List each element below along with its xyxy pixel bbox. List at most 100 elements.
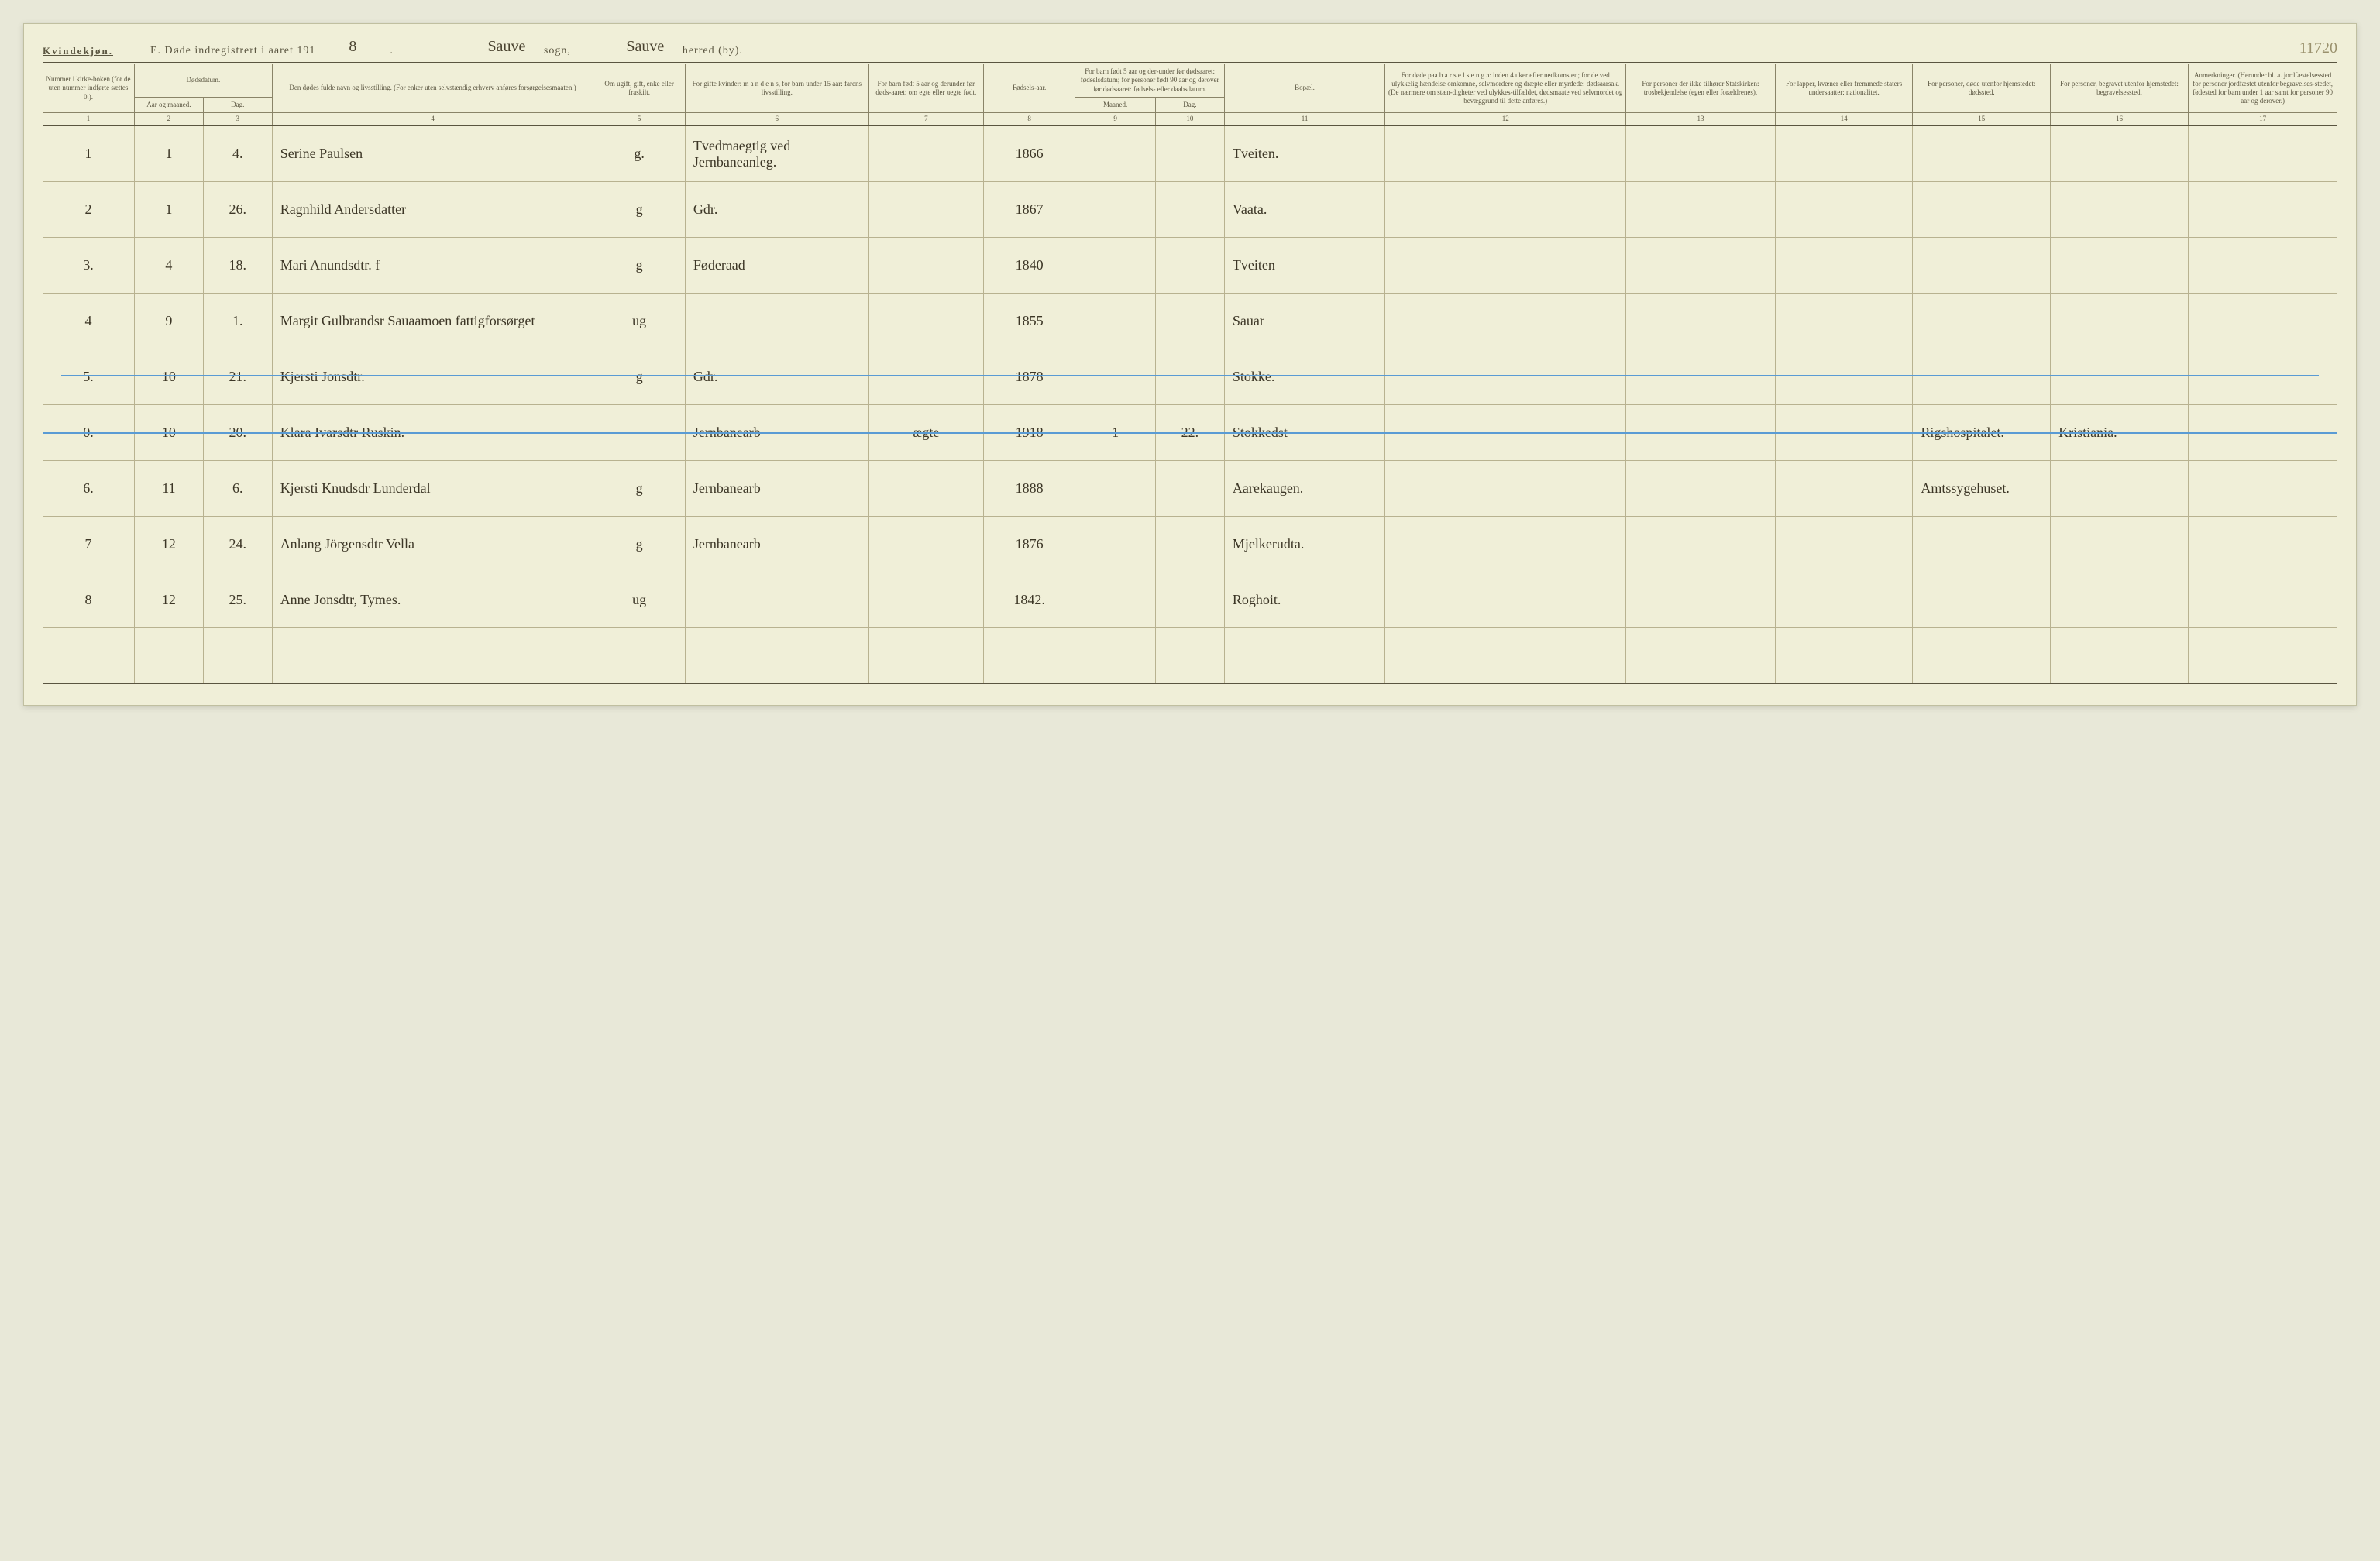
cell-nat bbox=[1775, 460, 1913, 516]
cell-bd bbox=[1156, 125, 1225, 181]
cell-place: Sauar bbox=[1224, 293, 1384, 349]
table-wrap: Nummer i kirke-boken (for de uten nummer… bbox=[43, 64, 2337, 686]
table-row: 81225.Anne Jonsdtr, Tymes.ug1842.Roghoit… bbox=[43, 572, 2337, 627]
cell-m: 9 bbox=[134, 293, 203, 349]
cell-n: 1 bbox=[43, 125, 134, 181]
cell-nat bbox=[1775, 293, 1913, 349]
col-num-13: 13 bbox=[1626, 113, 1776, 126]
herred-label: herred (by). bbox=[683, 45, 743, 57]
cell-leg bbox=[868, 237, 983, 293]
cell-place: Stokke. bbox=[1224, 349, 1384, 404]
cell-stat: g bbox=[593, 460, 685, 516]
cell-bm bbox=[1075, 293, 1156, 349]
table-row: 71224.Anlang Jörgensdtr VellagJernbanear… bbox=[43, 516, 2337, 572]
col-num-4: 4 bbox=[272, 113, 593, 126]
table-row: 3.418.Mari Anundsdtr. fgFøderaad1840Tvei… bbox=[43, 237, 2337, 293]
cell-rel bbox=[1626, 181, 1776, 237]
table-row bbox=[43, 627, 2337, 683]
col-num-17: 17 bbox=[2188, 113, 2337, 126]
col-num-7: 7 bbox=[868, 113, 983, 126]
cell-rel bbox=[1626, 349, 1776, 404]
cell-bd bbox=[1156, 627, 1225, 683]
cell-leg bbox=[868, 460, 983, 516]
cell-year: 1878 bbox=[983, 349, 1075, 404]
cell-spouse: Føderaad bbox=[685, 237, 868, 293]
cell-bm bbox=[1075, 181, 1156, 237]
table-row: 114.Serine Paulseng.Tvedmaegtig ved Jern… bbox=[43, 125, 2337, 181]
col-num-12: 12 bbox=[1385, 113, 1626, 126]
cell-cause bbox=[1385, 237, 1626, 293]
cell-bur bbox=[2051, 627, 2189, 683]
cell-dst bbox=[1913, 349, 2051, 404]
sogn-value: Sauve bbox=[476, 38, 538, 57]
cell-rel bbox=[1626, 572, 1776, 627]
cell-stat: g bbox=[593, 181, 685, 237]
col-7-header: For barn født 5 aar og derunder før døds… bbox=[868, 64, 983, 113]
col-9-10-group: For barn født 5 aar og der-under før død… bbox=[1075, 64, 1225, 97]
gender-label: Kvindekjøn. bbox=[43, 45, 113, 57]
col-num-1: 1 bbox=[43, 113, 134, 126]
table-row: 2126.Ragnhild AndersdattergGdr.1867Vaata… bbox=[43, 181, 2337, 237]
cell-year: 1866 bbox=[983, 125, 1075, 181]
cell-spouse: Jernbanearb bbox=[685, 460, 868, 516]
col-10-header: Dag. bbox=[1156, 97, 1225, 112]
cell-dst bbox=[1913, 237, 2051, 293]
cell-bd bbox=[1156, 349, 1225, 404]
col-5-header: Om ugift, gift, enke eller fraskilt. bbox=[593, 64, 685, 113]
cell-bd bbox=[1156, 516, 1225, 572]
cell-n: 3. bbox=[43, 237, 134, 293]
cell-cause bbox=[1385, 349, 1626, 404]
col-2-3-group: Dødsdatum. bbox=[134, 64, 272, 97]
col-3-header: Dag. bbox=[203, 97, 272, 112]
table-head: Nummer i kirke-boken (for de uten nummer… bbox=[43, 64, 2337, 125]
cell-place: Roghoit. bbox=[1224, 572, 1384, 627]
table-row: 491.Margit Gulbrandsr Sauaamoen fattigfo… bbox=[43, 293, 2337, 349]
cell-n: 4 bbox=[43, 293, 134, 349]
cell-bur bbox=[2051, 293, 2189, 349]
cell-year: 1842. bbox=[983, 572, 1075, 627]
cell-m: 11 bbox=[134, 460, 203, 516]
cell-name: Anne Jonsdtr, Tymes. bbox=[272, 572, 593, 627]
cell-bur bbox=[2051, 181, 2189, 237]
col-6-header: For gifte kvinder: m a n d e n s, for ba… bbox=[685, 64, 868, 113]
cell-d: 25. bbox=[203, 572, 272, 627]
col-num-15: 15 bbox=[1913, 113, 2051, 126]
table-footer-rule bbox=[43, 683, 2337, 686]
col-15-header: For personer, døde utenfor hjemstedet: d… bbox=[1913, 64, 2051, 113]
cell-stat: g bbox=[593, 349, 685, 404]
cell-d: 24. bbox=[203, 516, 272, 572]
cell-dst bbox=[1913, 293, 2051, 349]
cell-m bbox=[134, 627, 203, 683]
cell-name: Kjersti Knudsdr Lunderdal bbox=[272, 460, 593, 516]
cell-leg bbox=[868, 627, 983, 683]
cell-rel bbox=[1626, 125, 1776, 181]
cell-cause bbox=[1385, 516, 1626, 572]
cell-spouse: Gdr. bbox=[685, 181, 868, 237]
cell-stat: g bbox=[593, 237, 685, 293]
cell-leg bbox=[868, 181, 983, 237]
cell-year: 1876 bbox=[983, 516, 1075, 572]
title-prefix: E. Døde indregistrert i aaret 191 bbox=[150, 45, 315, 57]
col-2-header: Aar og maaned. bbox=[134, 97, 203, 112]
cell-m: 1 bbox=[134, 125, 203, 181]
cell-d: 18. bbox=[203, 237, 272, 293]
col-num-10: 10 bbox=[1156, 113, 1225, 126]
cell-name: Kjersti Jonsdtr. bbox=[272, 349, 593, 404]
cell-leg bbox=[868, 293, 983, 349]
cell-rem bbox=[2188, 293, 2337, 349]
cell-name bbox=[272, 627, 593, 683]
cell-leg bbox=[868, 125, 983, 181]
cell-dst bbox=[1913, 516, 2051, 572]
col-num-3: 3 bbox=[203, 113, 272, 126]
cell-rem bbox=[2188, 572, 2337, 627]
cell-place: Vaata. bbox=[1224, 181, 1384, 237]
col-14-header: For lapper, kvæner eller fremmede stater… bbox=[1775, 64, 1913, 113]
herred-value: Sauve bbox=[614, 38, 676, 57]
cell-d bbox=[203, 627, 272, 683]
cell-bm bbox=[1075, 627, 1156, 683]
cell-cause bbox=[1385, 572, 1626, 627]
cell-n: 7 bbox=[43, 516, 134, 572]
cell-bd bbox=[1156, 572, 1225, 627]
cell-m: 4 bbox=[134, 237, 203, 293]
cell-n: 6. bbox=[43, 460, 134, 516]
